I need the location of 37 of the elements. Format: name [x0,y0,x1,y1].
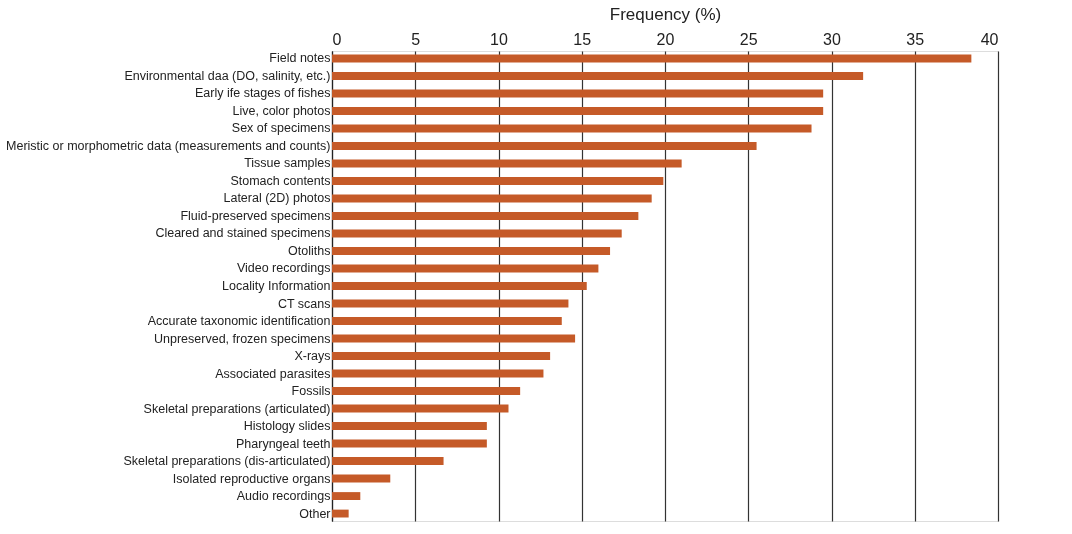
y-tick-label: Early ife stages of fishes [195,86,331,101]
y-tick-label: Locality Information [222,279,331,293]
x-axis-title: Frequency (%) [609,4,722,24]
y-tick-label: Video recordings [236,261,331,276]
y-tick-label: Associated parasites [215,366,331,381]
x-tick-label: 15 [573,30,592,48]
x-tick-label: 35 [906,30,925,48]
y-tick-label: Cleared and stained specimens [155,226,331,241]
x-tick-label: 5 [411,30,421,48]
y-tick-label: Accurate taxonomic identification [147,314,331,329]
y-tick-label: Skeletal preparations (dis-articulated) [123,454,331,469]
y-tick-label: Unpreserved, frozen specimens [154,331,331,346]
y-tick-label: Other [299,506,331,521]
y-tick-label: Histology slides [243,419,331,434]
y-tick-label: Audio recordings [236,489,331,504]
y-tick-label: Fluid-preserved specimens [180,208,331,223]
y-tick-label: Pharyngeal teeth [235,436,331,451]
x-tick-label: 0 [332,30,342,48]
y-tick-label: CT scans [277,296,331,311]
y-tick-label: Stomach contents [230,173,331,188]
x-tick-label: 20 [656,30,675,48]
x-tick-label: 10 [490,30,508,48]
y-tick-label: Lateral (2D) photos [223,191,331,206]
y-tick-label: Meristic or morphometric data (measurements and counts) [6,138,331,153]
y-tick-label: X-rays [294,349,331,364]
y-tick-label: Fossils [291,384,331,399]
y-tick-label: Environmental daa (DO, salinity, etc.) [124,68,331,83]
x-tick-label: 30 [823,30,841,48]
x-tick-label: 25 [739,30,758,48]
x-tick-label: 40 [980,30,999,48]
y-tick-label: Otoliths [288,243,331,258]
y-tick-label: Skeletal preparations (articulated) [143,401,331,416]
y-tick-label: Field notes [269,51,331,66]
y-tick-label: Sex of specimens [231,121,331,136]
y-tick-label: Tissue samples [244,156,331,171]
y-tick-label: Live, color photos [232,103,331,118]
y-tick-label: Isolated reproductive organs [172,471,331,486]
